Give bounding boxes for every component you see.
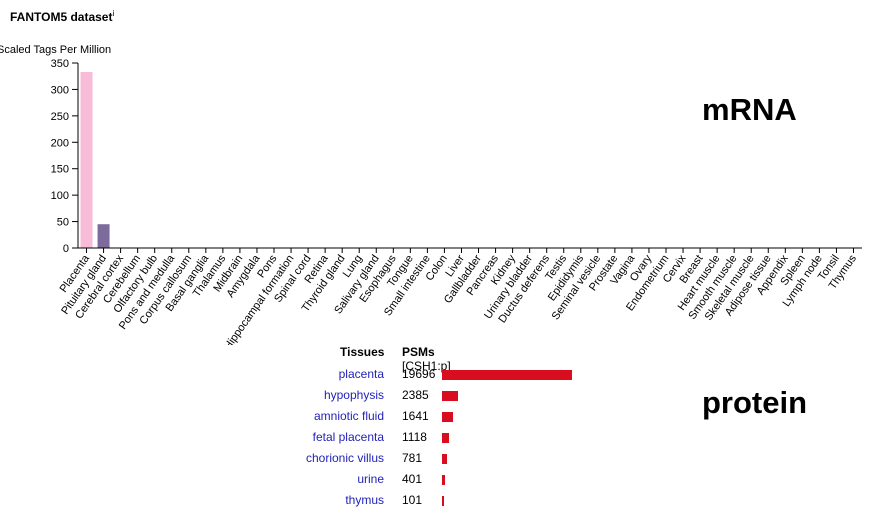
psms-value: 1118 xyxy=(402,430,427,444)
psms-value: 101 xyxy=(402,493,423,507)
psms-bar xyxy=(442,454,447,464)
y-tick-label: 300 xyxy=(51,84,69,96)
mrna-bar-chart: 0 50 100 150 200 250 300 350 PlacentaPituitary … xyxy=(51,58,862,345)
tissue-link[interactable]: thymus xyxy=(345,493,384,507)
y-tick-label: 50 xyxy=(57,217,69,229)
gene-header-label: [CSH1:p] xyxy=(402,359,451,373)
psms-bar xyxy=(442,391,458,401)
tissue-link[interactable]: amniotic fluid xyxy=(313,409,384,423)
psms-value: 19696 xyxy=(402,367,436,381)
y-tick-label: 100 xyxy=(51,190,69,202)
y-tick-label: 150 xyxy=(51,164,69,176)
protein-label: protein xyxy=(702,385,808,420)
psms-column-header: PSMs [CSH1:p] xyxy=(402,345,451,373)
chart-title: FANTOM5 dataseti xyxy=(10,9,114,24)
psms-header-label: PSMs xyxy=(402,345,435,359)
y-axis: 0 50 100 150 200 250 300 350 xyxy=(51,58,79,255)
y-tick-label: 0 xyxy=(63,243,69,255)
tissue-link[interactable]: chorionic villus xyxy=(305,451,384,465)
psms-bar xyxy=(442,475,445,485)
bar[interactable] xyxy=(97,224,110,248)
tissue-link[interactable]: placenta xyxy=(338,367,384,381)
psms-value: 2385 xyxy=(402,388,429,402)
y-tick-label: 350 xyxy=(51,58,69,70)
y-tick-label: 200 xyxy=(51,137,69,149)
psms-bar xyxy=(442,412,453,422)
psms-bar xyxy=(442,370,572,380)
tissue-link[interactable]: urine xyxy=(357,472,384,486)
psms-value: 1641 xyxy=(402,409,429,423)
psms-bar xyxy=(442,496,444,506)
y-axis-label: Scaled Tags Per Million xyxy=(0,44,112,56)
chart-title-text: FANTOM5 dataset xyxy=(10,10,113,24)
psms-value: 401 xyxy=(402,472,423,486)
bar[interactable] xyxy=(80,71,93,248)
info-icon[interactable]: i xyxy=(112,9,115,18)
y-tick-label: 250 xyxy=(51,111,69,123)
bars xyxy=(80,71,110,248)
psms-bar xyxy=(442,433,449,443)
psms-value: 781 xyxy=(402,451,423,465)
tissues-column-header: Tissues xyxy=(340,345,385,359)
tissue-link[interactable]: fetal placenta xyxy=(312,430,384,444)
tissue-link[interactable]: hypophysis xyxy=(323,388,384,402)
mrna-label: mRNA xyxy=(702,92,797,127)
